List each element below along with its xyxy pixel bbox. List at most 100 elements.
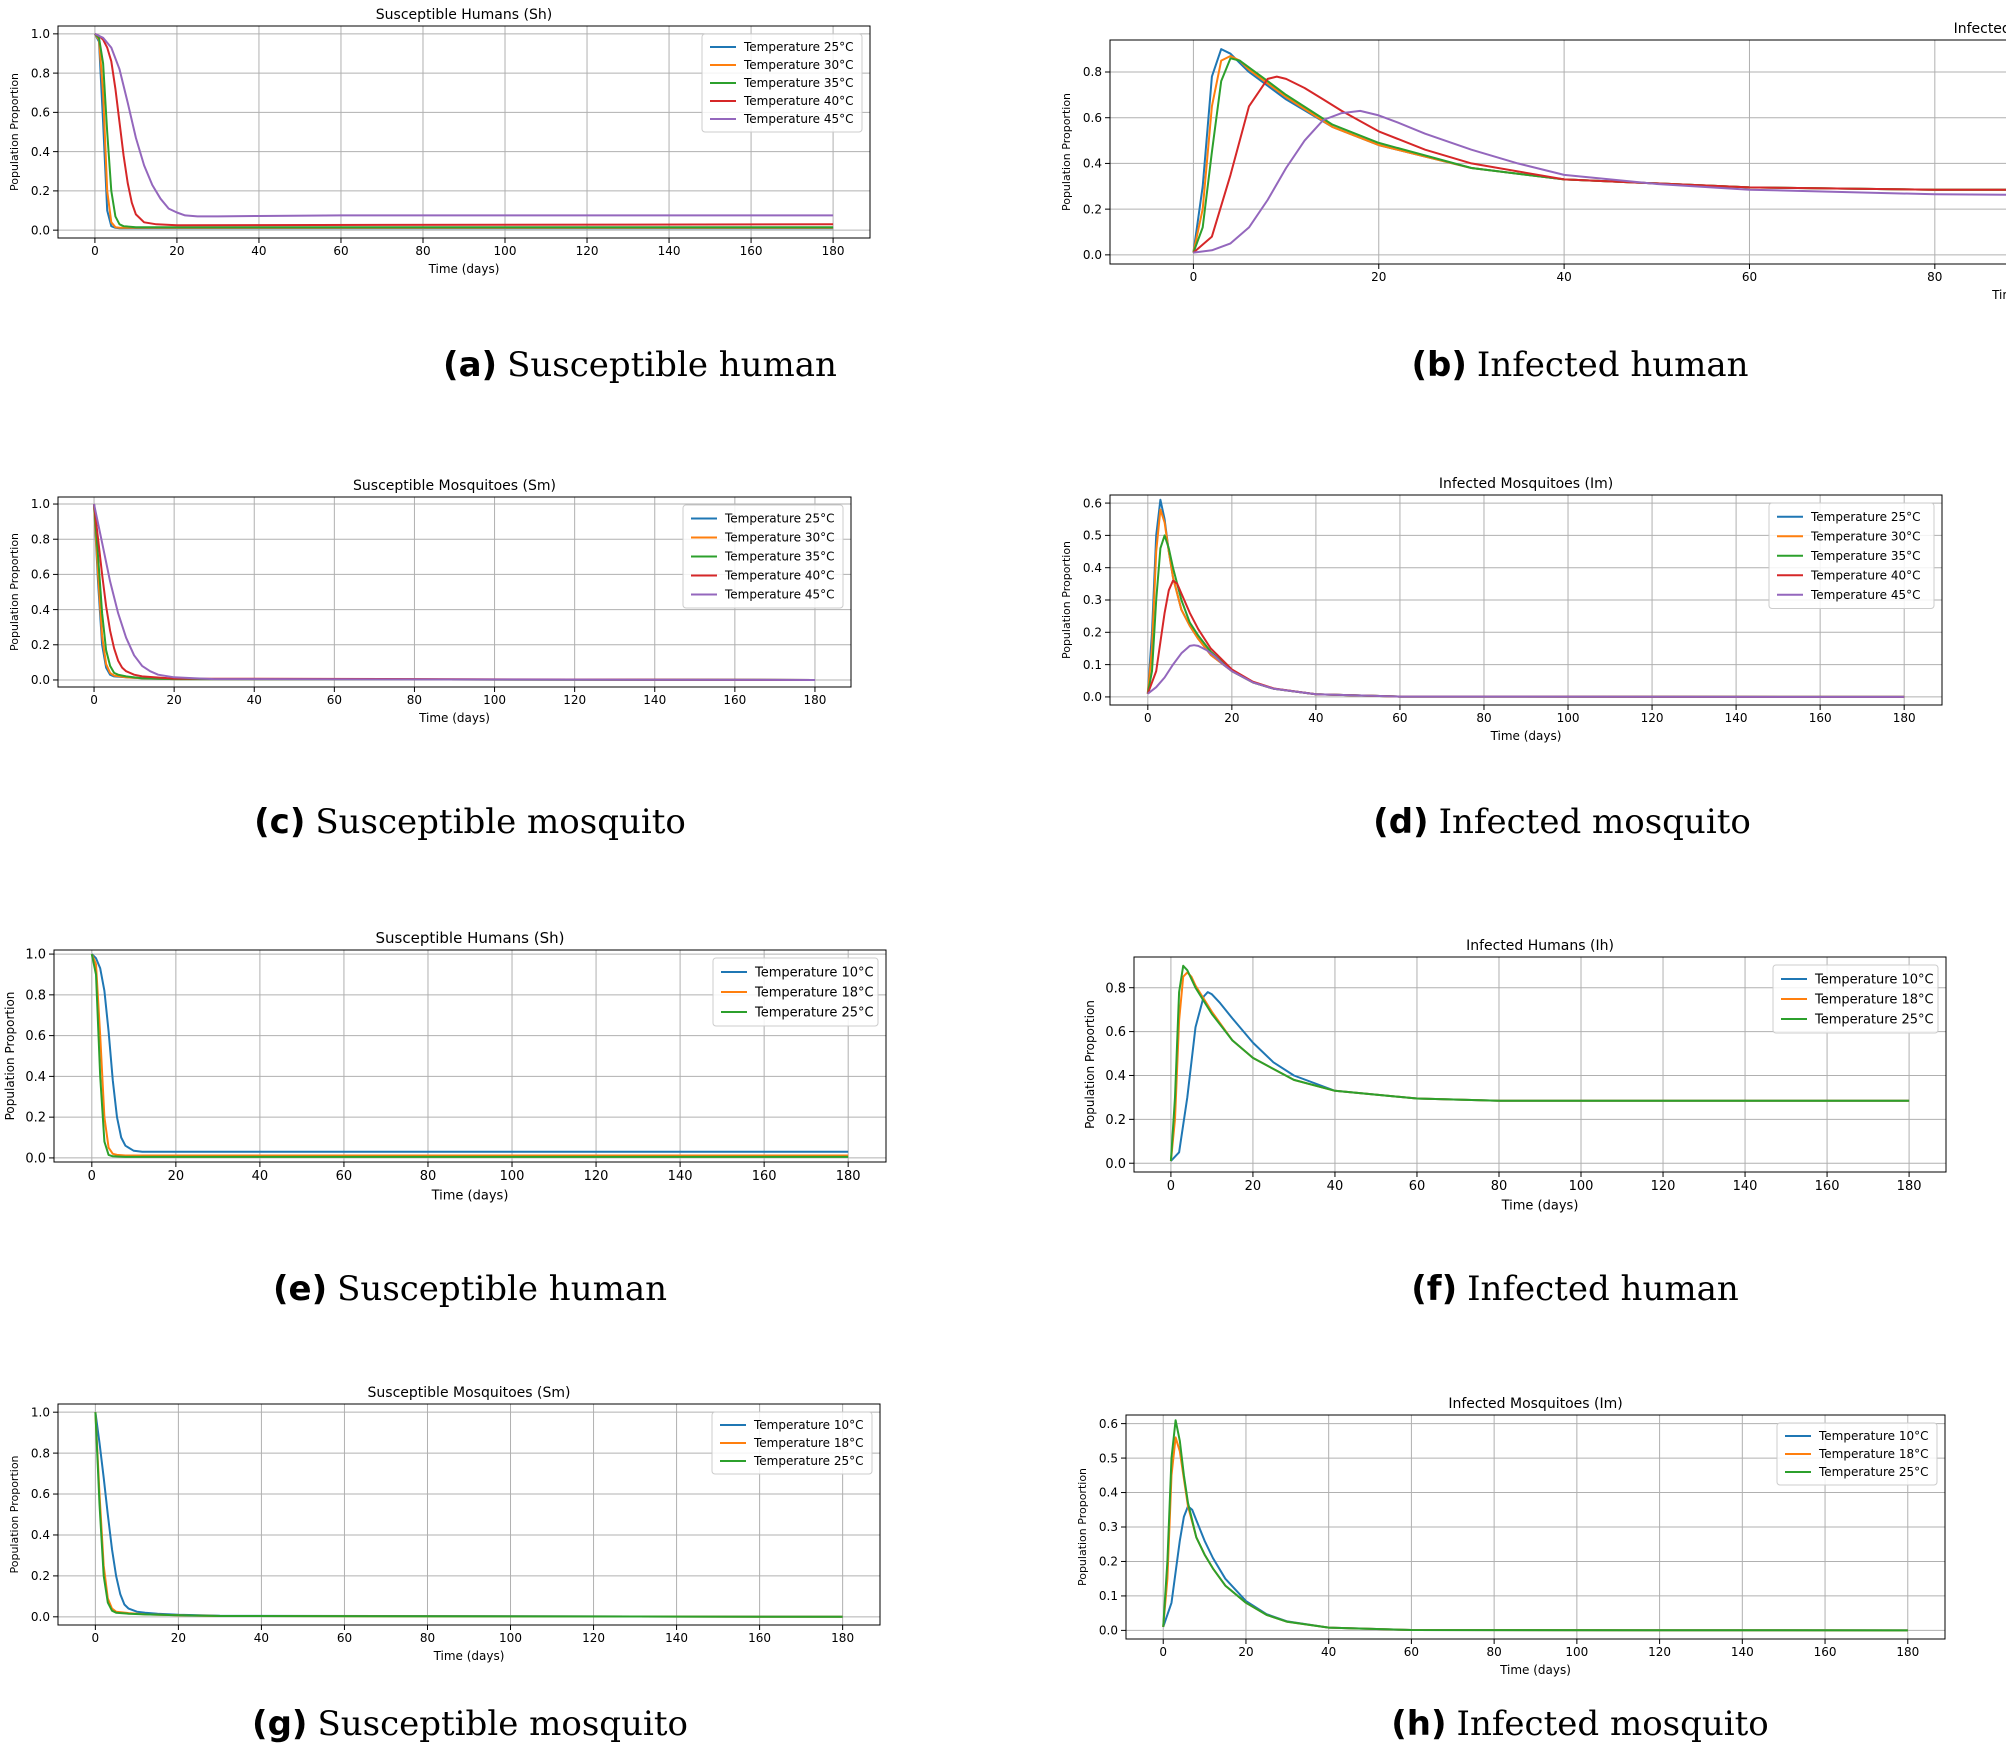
y-tick-label: 0.5 <box>1099 1451 1118 1465</box>
x-tick-label: 120 <box>1648 1645 1671 1659</box>
legend-label: Temperature 25°C <box>754 1006 874 1021</box>
legend-label: Temperature 25°C <box>724 512 834 526</box>
chart-title: Infected Mosquitoes (Im) <box>1439 476 1613 492</box>
y-axis-label: Population Proportion <box>8 73 21 191</box>
y-tick-label: 0.8 <box>1105 981 1126 996</box>
y-tick-label: 0.0 <box>1083 690 1102 704</box>
x-tick-label: 180 <box>804 693 827 707</box>
x-tick-label: 0 <box>91 244 99 258</box>
x-tick-label: 20 <box>171 1631 186 1645</box>
y-tick-label: 0.0 <box>31 1610 50 1624</box>
x-tick-label: 80 <box>1486 1645 1501 1659</box>
caption-letter: (g) <box>252 1704 307 1744</box>
x-tick-label: 120 <box>582 1631 605 1645</box>
x-axis-label: Time (days) <box>433 1649 505 1663</box>
caption-text: Infected mosquito <box>1439 802 1751 842</box>
y-axis-label: Population Proportion <box>1076 1468 1089 1586</box>
panel-a: 0 20 40 60 80 100 120 140 160 180 0.0 0.2 0.4 0.6 0.8 1… <box>8 7 871 385</box>
x-tick-label: 0 <box>1190 270 1198 284</box>
legend-box <box>1776 1422 1938 1486</box>
x-tick-label: 120 <box>584 1169 609 1184</box>
x-axis-label: Time (days) <box>1490 729 1562 743</box>
x-tick-label: 20 <box>1371 270 1386 284</box>
panel-d: 0 20 40 60 80 100 120 140 160 180 0.0 0.1 0.2 0.3 0.4 0… <box>1060 476 1943 842</box>
y-tick-label: 0.0 <box>1083 248 1102 262</box>
panel-c: 0 20 40 60 80 100 120 140 160 180 0.0 0.2 0.4 0.6 0.8 1… <box>8 478 852 842</box>
x-axis-label: Time (days) <box>1499 1663 1571 1677</box>
axes-frame <box>53 949 887 1163</box>
y-tick-label: 0.1 <box>1083 658 1102 672</box>
series-line-25c <box>1162 1419 1908 1632</box>
x-tick-label: 20 <box>1238 1645 1253 1659</box>
x-tick-label: 100 <box>483 693 506 707</box>
y-tick-label: 0.4 <box>1105 1069 1126 1084</box>
caption-text: Infected mosquito <box>1457 1704 1769 1744</box>
axes-frame <box>1109 39 2006 265</box>
legend-label: Temperature 25°C <box>743 40 853 54</box>
x-tick-label: 40 <box>247 693 262 707</box>
chart-title: Infected Mosquitoes (Im) <box>1448 1396 1622 1412</box>
chart-title: Susceptible Humans (Sh) <box>376 7 552 23</box>
legend-label: Temperature 40°C <box>1810 568 1920 582</box>
caption-text: Susceptible human <box>337 1269 667 1309</box>
axes-frame <box>57 496 852 688</box>
x-tick-label: 80 <box>420 1631 435 1645</box>
caption-text: Susceptible mosquito <box>315 802 686 842</box>
y-tick-label: 0.2 <box>31 184 50 198</box>
panel-caption: (e) Susceptible human <box>273 1269 667 1309</box>
legend: Temperature 25°C Temperature 30°C Temperat… <box>1768 502 1935 609</box>
y-tick-label: 0.8 <box>25 988 46 1003</box>
y-tick-label: 0.5 <box>1083 529 1102 543</box>
legend: Temperature 10°C Temperature 18°C Temperat… <box>712 957 879 1027</box>
x-tick-label: 160 <box>740 244 763 258</box>
y-tick-label: 1.0 <box>31 497 50 511</box>
y-axis-label: Population Proportion <box>3 992 17 1121</box>
y-tick-label: 1.0 <box>31 1405 50 1419</box>
x-tick-label: 160 <box>723 693 746 707</box>
legend-label: Temperature 25°C <box>1814 1013 1934 1028</box>
x-tick-label: 160 <box>1815 1179 1840 1194</box>
axes-frame <box>57 25 871 239</box>
y-tick-label: 1.0 <box>31 27 50 41</box>
legend-label: Temperature 30°C <box>743 58 853 72</box>
x-tick-label: 60 <box>336 1169 353 1184</box>
x-tick-label: 60 <box>1404 1645 1419 1659</box>
x-tick-label: 140 <box>658 244 681 258</box>
x-tick-label: 100 <box>499 1631 522 1645</box>
chart-title: Infected Humans (Ih) <box>1466 938 1614 954</box>
y-tick-label: 0.6 <box>31 106 50 120</box>
caption-letter: (d) <box>1373 802 1428 842</box>
x-tick-label: 60 <box>333 244 348 258</box>
x-tick-label: 180 <box>1897 1179 1922 1194</box>
y-tick-label: 0.8 <box>31 66 50 80</box>
caption-letter: (f) <box>1411 1269 1457 1309</box>
y-axis-label: Population Proportion <box>8 533 21 651</box>
legend-box <box>701 33 863 133</box>
x-tick-label: 20 <box>1245 1179 1262 1194</box>
caption-text: Infected human <box>1467 1269 1739 1309</box>
x-axis-label: Time (days) <box>1501 1198 1579 1213</box>
legend-label: Temperature 18°C <box>753 1436 863 1450</box>
legend-label: Temperature 10°C <box>1818 1429 1928 1443</box>
y-tick-label: 0.4 <box>1083 157 1102 171</box>
x-tick-label: 140 <box>665 1631 688 1645</box>
y-tick-label: 0.4 <box>31 145 50 159</box>
y-axis-label: Population Proportion <box>1060 93 1073 211</box>
x-tick-label: 80 <box>420 1169 437 1184</box>
legend-label: Temperature 40°C <box>724 569 834 583</box>
x-tick-label: 40 <box>1327 1179 1344 1194</box>
y-tick-label: 0.0 <box>1099 1624 1118 1638</box>
y-tick-label: 0.1 <box>1099 1589 1118 1603</box>
y-tick-label: 0.6 <box>25 1029 46 1044</box>
y-tick-label: 0.3 <box>1099 1520 1118 1534</box>
x-tick-label: 0 <box>1159 1645 1167 1659</box>
series-line-25c <box>94 1412 843 1618</box>
axes-frame <box>1125 1414 1946 1640</box>
legend-label: Temperature 25°C <box>1818 1465 1928 1479</box>
x-tick-label: 140 <box>643 693 666 707</box>
x-tick-label: 60 <box>337 1631 352 1645</box>
x-tick-label: 160 <box>1814 1645 1837 1659</box>
y-tick-label: 0.4 <box>31 603 50 617</box>
x-tick-label: 60 <box>1742 270 1757 284</box>
legend-label: Temperature 45°C <box>743 112 853 126</box>
